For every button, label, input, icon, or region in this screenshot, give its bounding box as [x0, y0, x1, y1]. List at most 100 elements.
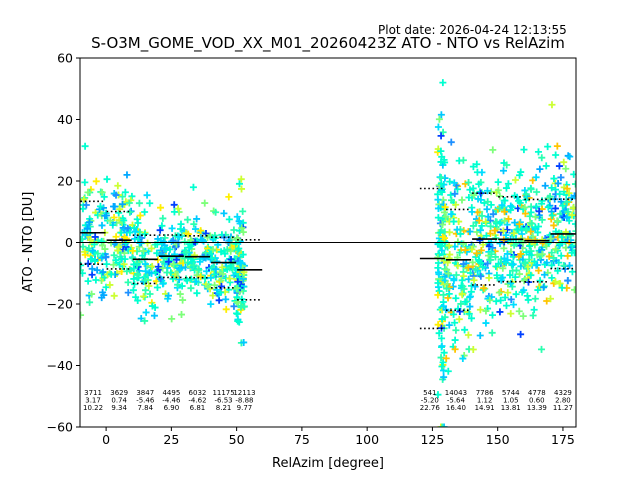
- data-point: [458, 196, 466, 204]
- data-point: [451, 345, 459, 353]
- data-point: [532, 173, 540, 181]
- bin-stat-label: 1.05: [503, 397, 519, 405]
- data-point: [535, 207, 543, 215]
- data-point: [452, 294, 460, 302]
- data-point: [233, 234, 241, 242]
- data-point: [469, 258, 477, 266]
- data-point: [184, 230, 192, 238]
- data-point: [124, 224, 132, 232]
- data-point: [437, 180, 445, 188]
- data-point: [458, 290, 466, 298]
- data-point: [528, 220, 536, 228]
- data-point: [450, 310, 458, 318]
- data-point: [233, 213, 241, 221]
- data-point: [213, 257, 221, 265]
- bin-stat-label: 16.40: [446, 404, 466, 412]
- data-point: [527, 228, 535, 236]
- data-point: [434, 321, 442, 329]
- data-point: [438, 315, 446, 323]
- data-point: [450, 218, 458, 226]
- bin-stat-label: 4778: [528, 389, 546, 397]
- data-point: [471, 283, 479, 291]
- data-point: [484, 259, 492, 267]
- data-point: [213, 286, 221, 294]
- data-point: [440, 373, 448, 381]
- data-point: [176, 290, 184, 298]
- data-point: [103, 260, 111, 268]
- bin-stat-label: -5.20: [421, 397, 439, 405]
- data-point: [502, 184, 510, 192]
- data-point: [177, 220, 185, 228]
- data-point: [174, 205, 182, 213]
- data-point: [170, 201, 178, 209]
- data-point: [543, 297, 551, 305]
- data-point: [513, 225, 521, 233]
- data-point: [211, 281, 219, 289]
- data-point: [555, 162, 563, 170]
- data-point: [442, 213, 450, 221]
- data-point: [474, 195, 482, 203]
- data-point: [174, 281, 182, 289]
- data-point: [220, 209, 228, 217]
- data-point: [145, 269, 153, 277]
- data-point: [460, 260, 468, 268]
- data-point: [452, 271, 460, 279]
- data-point: [159, 264, 167, 272]
- data-point: [438, 334, 446, 342]
- data-point: [511, 192, 519, 200]
- data-point: [131, 228, 139, 236]
- data-point: [89, 247, 97, 255]
- data-point: [435, 329, 443, 337]
- data-point: [475, 216, 483, 224]
- data-point: [435, 287, 443, 295]
- data-point: [157, 204, 165, 212]
- bin-stat-label: 4329: [554, 389, 572, 397]
- data-point: [534, 228, 542, 236]
- data-point: [540, 283, 548, 291]
- data-point: [161, 245, 169, 253]
- data-point: [175, 276, 183, 284]
- data-point: [487, 222, 495, 230]
- data-point: [190, 220, 198, 228]
- data-point: [547, 215, 555, 223]
- data-point: [499, 273, 507, 281]
- bin-stat-label: 14.91: [475, 404, 495, 412]
- data-point: [483, 205, 491, 213]
- data-point: [476, 306, 484, 314]
- data-point: [466, 303, 474, 311]
- data-point: [553, 142, 561, 150]
- data-point: [489, 146, 497, 154]
- data-point: [499, 227, 507, 235]
- data-point: [196, 258, 204, 266]
- data-point: [484, 198, 492, 206]
- data-point: [496, 192, 504, 200]
- data-point: [120, 217, 128, 225]
- data-point: [468, 314, 476, 322]
- data-point: [146, 290, 154, 298]
- x-tick-label: 150: [486, 432, 510, 447]
- data-point: [187, 284, 195, 292]
- data-point: [437, 158, 445, 166]
- data-point: [153, 284, 161, 292]
- data-point: [500, 244, 508, 252]
- data-point: [538, 216, 546, 224]
- data-point: [110, 214, 118, 222]
- data-point: [197, 227, 205, 235]
- data-point: [500, 197, 508, 205]
- data-point: [134, 219, 142, 227]
- bin-stat-label: 10.22: [83, 404, 103, 412]
- data-point: [234, 278, 242, 286]
- data-point: [473, 160, 481, 168]
- data-point: [441, 203, 449, 211]
- data-point: [526, 242, 534, 250]
- data-point: [438, 342, 446, 350]
- data-point: [222, 295, 230, 303]
- data-point: [478, 168, 486, 176]
- data-point: [554, 267, 562, 275]
- data-point: [197, 273, 205, 281]
- data-point: [142, 286, 150, 294]
- data-point: [145, 282, 153, 290]
- data-point: [504, 215, 512, 223]
- data-point: [495, 289, 503, 297]
- bin-stat-label: 22.76: [420, 404, 441, 412]
